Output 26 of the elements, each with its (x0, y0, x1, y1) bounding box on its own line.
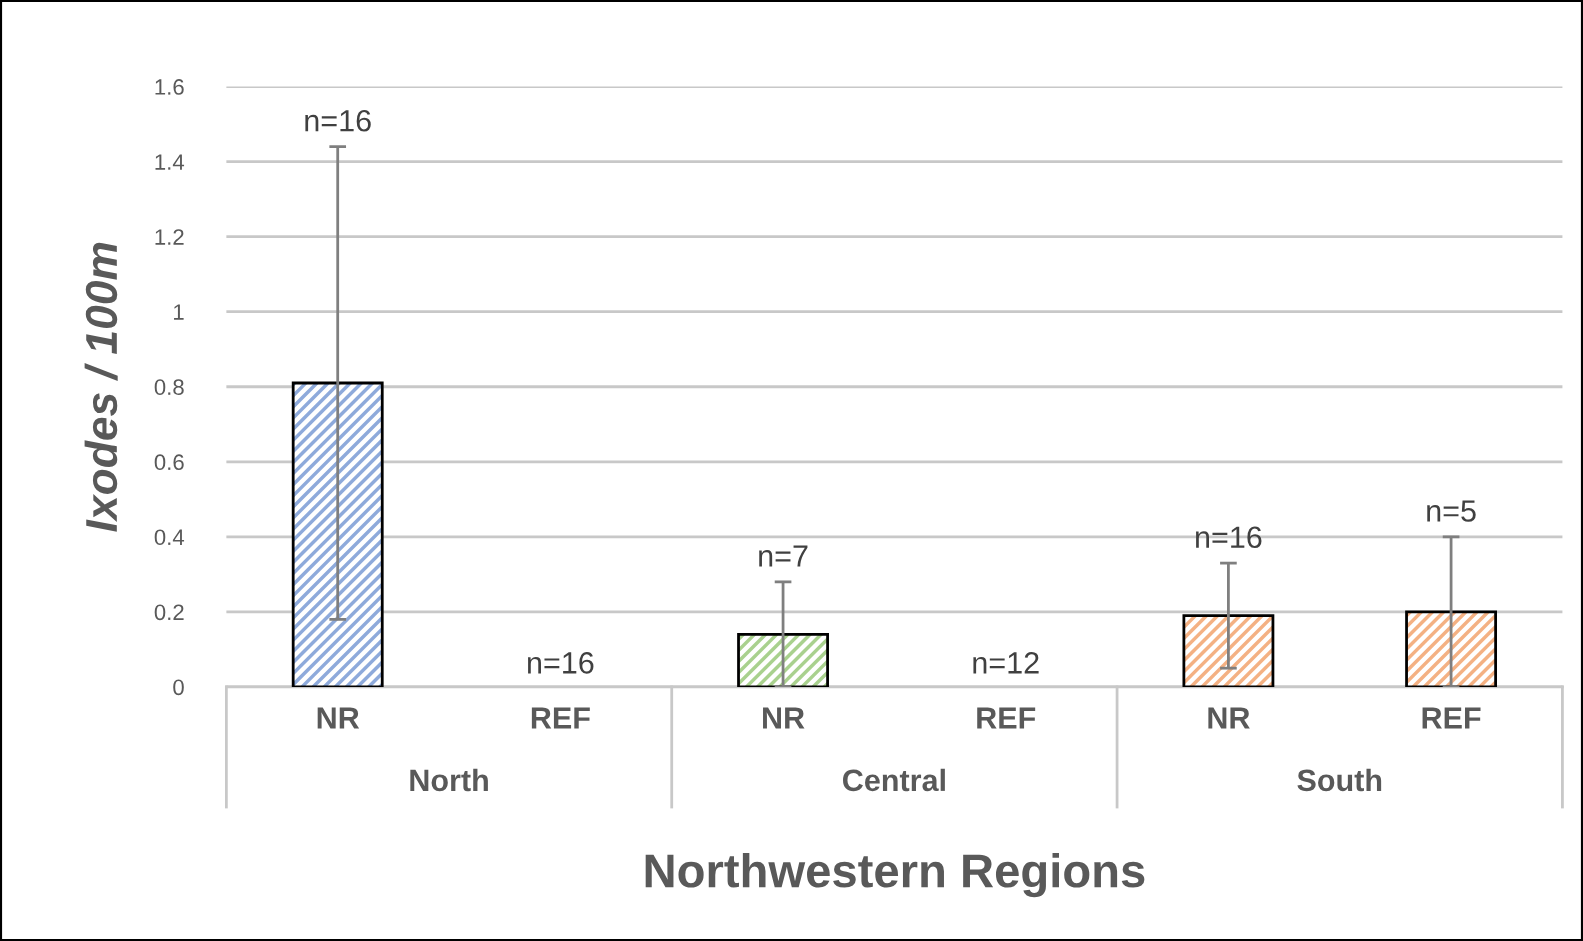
y-tick-label: 1.6 (155, 79, 184, 95)
y-tick-label: 0.8 (154, 379, 184, 396)
annotation: n=16 (528, 652, 594, 674)
annotation: n=5 (1427, 500, 1476, 522)
annotation: n=16 (305, 109, 371, 132)
y-tick-label: 0.2 (154, 604, 184, 621)
annotation: n=12 (973, 652, 1039, 674)
x-tick-label: REF (1422, 707, 1481, 729)
y-tick-label: 0 (173, 679, 184, 696)
x-tick-label: REF (531, 707, 590, 729)
y-axis-title: Ixodes / 100m (84, 242, 118, 532)
annotation: n=16 (1196, 526, 1262, 549)
text: South (1297, 768, 1382, 792)
x-tick-label: NR (763, 707, 805, 729)
x-tick-label: NR (1208, 707, 1250, 729)
x-tick-label: NR (317, 707, 360, 729)
y-tick-label: 0.4 (154, 529, 185, 546)
y-tick-label: 1.4 (155, 154, 185, 170)
x-tick-label: REF (977, 707, 1036, 729)
text: North (410, 768, 488, 792)
annotation: n=7 (759, 545, 808, 567)
x-axis-title: Northwestern Regions (645, 852, 1145, 898)
y-tick-label: 1.2 (155, 229, 184, 245)
y-tick-label: 1 (174, 304, 184, 320)
y-tick-label: 0.6 (154, 454, 184, 471)
text: Central (843, 768, 945, 792)
